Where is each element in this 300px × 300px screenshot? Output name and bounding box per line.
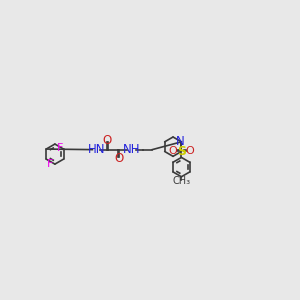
Text: CH₃: CH₃ [172,176,190,186]
Text: F: F [47,160,53,170]
Text: N: N [176,135,185,148]
Text: S: S [177,145,186,158]
Text: O: O [102,134,111,147]
Text: O: O [115,152,124,165]
Text: HN: HN [87,143,105,156]
Text: O: O [186,146,194,157]
Text: O: O [169,146,177,157]
Text: F: F [57,143,63,153]
Text: NH: NH [123,143,140,156]
